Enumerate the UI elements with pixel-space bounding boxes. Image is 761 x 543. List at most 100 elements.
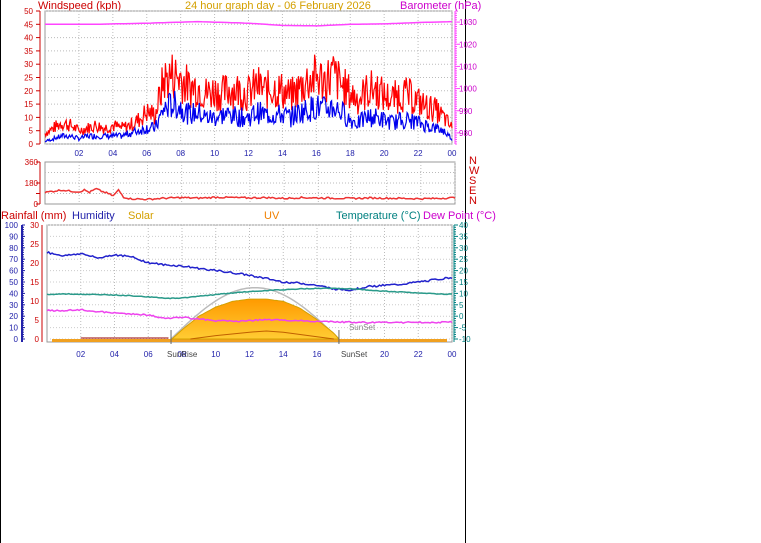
barometer-tick-label: 1030 <box>459 18 477 27</box>
legend-solar: Solar <box>128 210 154 222</box>
compass-label: E <box>469 185 476 197</box>
wind-tick-label: 40 <box>24 34 33 43</box>
direction-tick-label: 180 <box>25 179 39 188</box>
wind-axis-title: Windspeed (kph) <box>38 0 121 12</box>
temperature-tick-label: 15 <box>459 278 468 287</box>
rainfall-tick-label: 25 <box>30 240 39 249</box>
temperature-x-tick-label: 20 <box>380 350 389 359</box>
wind-avg-line <box>44 90 453 143</box>
wind-series <box>44 20 453 143</box>
barometer-y-axis: 980 990 1000 1010 1020 1030 <box>454 10 477 145</box>
rainfall-tick-label: 10 <box>30 297 39 306</box>
barometer-tick-label: 1020 <box>459 40 477 49</box>
wind-x-tick-label: 14 <box>278 149 287 158</box>
humidity-y-axis: 0 10 20 30 40 50 60 70 80 90 100 <box>5 221 25 344</box>
barometer-tick-label: 990 <box>459 107 473 116</box>
wind-x-tick-label: 22 <box>414 149 423 158</box>
direction-gridlines <box>45 162 456 204</box>
temperature-tick-label: 40 <box>459 221 468 230</box>
humidity-tick-label: 70 <box>9 255 18 264</box>
wind-x-axis: 02 04 06 08 10 12 14 16 18 20 22 00 <box>74 149 457 158</box>
dew-point-line <box>46 308 453 325</box>
humidity-tick-label: 40 <box>9 289 18 298</box>
barometer-tick-label: 1010 <box>459 62 477 71</box>
temperature-x-tick-label: 12 <box>245 350 254 359</box>
humidity-tick-label: 100 <box>5 221 19 230</box>
wind-x-tick-label: 12 <box>244 149 253 158</box>
wind-tick-label: 50 <box>24 7 33 16</box>
temperature-tick-label: 5 <box>459 301 464 310</box>
temperature-tick-label: 35 <box>459 232 468 241</box>
rainfall-y-axis: 0 5 10 15 20 25 30 <box>30 221 43 344</box>
legend-dew-point: Dew Point (°C) <box>423 210 496 222</box>
humidity-tick-label: 20 <box>9 312 18 321</box>
humidity-tick-label: 0 <box>14 335 19 344</box>
humidity-tick-label: 30 <box>9 301 18 310</box>
wind-tick-label: 10 <box>24 113 33 122</box>
temperature-series: SunSet <box>46 250 453 344</box>
wind-x-tick-label: 04 <box>108 149 117 158</box>
bottom-legend: Rainfall (mm) Humidity Solar UV Temperat… <box>1 210 496 222</box>
barometer-axis-title: Barometer (hPa) <box>400 0 481 12</box>
temperature-tick-label: -5 <box>459 324 467 333</box>
sunrise-label: SunRise <box>167 350 198 359</box>
wind-tick-label: 20 <box>24 87 33 96</box>
wind-tick-label: 0 <box>29 140 34 149</box>
temperature-x-tick-label: 14 <box>279 350 288 359</box>
temperature-x-axis: 02 04 06 08 10 12 14 16 20 22 00 <box>76 350 457 359</box>
temperature-tick-label: 25 <box>459 255 468 264</box>
rainfall-tick-label: 30 <box>30 221 39 230</box>
ground-bar <box>52 339 447 342</box>
temperature-x-tick-label: 04 <box>110 350 119 359</box>
wind-tick-label: 25 <box>24 74 33 83</box>
temperature-x-tick-label: 08 <box>178 350 187 359</box>
wind-tick-label: 30 <box>24 60 33 69</box>
temperature-y-axis: -10 -5 0 5 10 15 20 25 30 35 40 <box>453 221 471 344</box>
direction-series <box>44 187 456 201</box>
compass-label: N <box>469 195 477 207</box>
compass-label: W <box>469 165 480 177</box>
humidity-tick-label: 60 <box>9 267 18 276</box>
wind-x-tick-label: 06 <box>142 149 151 158</box>
temperature-tick-label: -10 <box>459 335 471 344</box>
temperature-tick-label: 20 <box>459 267 468 276</box>
rainfall-tick-label: 5 <box>35 316 40 325</box>
humidity-tick-label: 90 <box>9 232 18 241</box>
temperature-tick-label: 10 <box>459 289 468 298</box>
wind-gust-line <box>44 54 453 139</box>
legend-rainfall: Rainfall (mm) <box>1 210 66 222</box>
wind-tick-label: 35 <box>24 47 33 56</box>
temperature-x-tick-label: 10 <box>211 350 220 359</box>
wind-x-tick-label: 10 <box>210 149 219 158</box>
rainfall-tick-label: 20 <box>30 259 39 268</box>
temperature-x-tick-label: 22 <box>414 350 423 359</box>
wind-tick-label: 5 <box>29 127 34 136</box>
humidity-tick-label: 50 <box>9 278 18 287</box>
temperature-x-tick-label: 02 <box>76 350 85 359</box>
temperature-x-tick-label: 00 <box>448 350 457 359</box>
humidity-line <box>46 250 453 292</box>
wind-barometer-panel: Windspeed (kph) 24 hour graph day - 06 F… <box>24 0 481 158</box>
compass-label: S <box>469 175 476 187</box>
wind-x-tick-label: 18 <box>346 149 355 158</box>
wind-x-tick-label: 08 <box>176 149 185 158</box>
humidity-tick-label: 80 <box>9 244 18 253</box>
sunset-label: SunSet <box>341 350 368 359</box>
barometer-tick-label: 980 <box>459 129 473 138</box>
uv-line <box>190 330 334 340</box>
graph-date-title: 24 hour graph day - 06 February 2026 <box>185 0 371 12</box>
temperature-tick-label: 30 <box>459 244 468 253</box>
legend-humidity: Humidity <box>72 210 115 222</box>
wind-y-axis: 0 5 10 15 20 25 30 35 40 45 50 <box>24 7 41 149</box>
temperature-tick-label: 0 <box>459 312 464 321</box>
rainfall-tick-label: 15 <box>30 278 39 287</box>
solar-area <box>170 298 341 340</box>
temperature-line <box>46 287 453 300</box>
wind-x-tick-label: 20 <box>380 149 389 158</box>
temperature-x-tick-label: 16 <box>313 350 322 359</box>
rainfall-tick-label: 0 <box>35 335 40 344</box>
